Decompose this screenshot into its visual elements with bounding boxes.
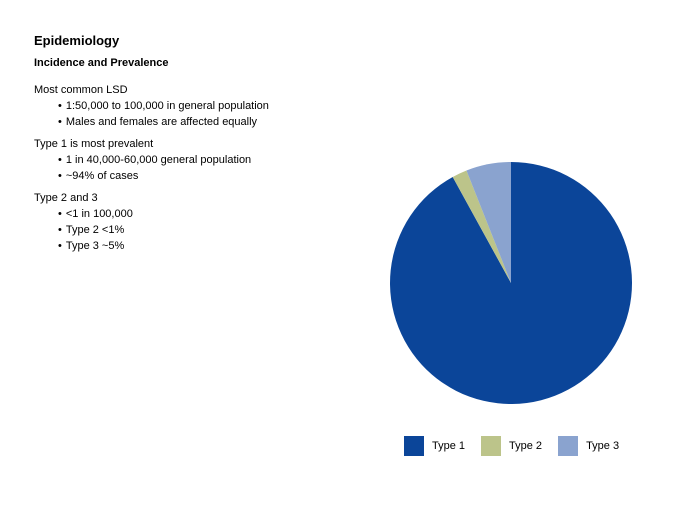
- legend-swatch: [481, 436, 502, 456]
- legend-label: Type 1: [432, 440, 466, 452]
- block-heading: Type 1 is most prevalent: [34, 138, 154, 150]
- legend-swatch: [404, 436, 424, 456]
- bullet-item: Type 2 <1%: [58, 222, 269, 238]
- block-heading: Most common LSD: [34, 84, 128, 96]
- bullet-item: <1 in 100,000: [58, 206, 269, 222]
- legend-item-type-1: Type 1: [404, 436, 465, 456]
- legend-swatch: [558, 436, 579, 456]
- bullet-list: 1 in 40,000-60,000 general population ~9…: [34, 152, 269, 184]
- legend-item-type-3: Type 3: [558, 436, 619, 456]
- legend-item-type-2: Type 2: [481, 436, 542, 456]
- bullet-list: <1 in 100,000 Type 2 <1% Type 3 ~5%: [34, 206, 269, 254]
- legend-label: Type 2: [509, 440, 543, 452]
- section-title: Incidence and Prevalence: [34, 57, 169, 69]
- block-heading: Type 2 and 3: [34, 192, 98, 204]
- bullet-item: ~94% of cases: [58, 168, 269, 184]
- bullet-item: 1 in 40,000-60,000 general population: [58, 152, 269, 168]
- bullet-list: 1:50,000 to 100,000 in general populatio…: [34, 98, 269, 130]
- text-blocks: Most common LSD 1:50,000 to 100,000 in g…: [34, 82, 269, 260]
- pie-slice-type-2: [452, 170, 511, 283]
- text-block: Type 2 and 3 <1 in 100,000 Type 2 <1% Ty…: [34, 190, 269, 254]
- chart-legend: Type 1 Type 2 Type 3: [404, 436, 635, 456]
- legend-label: Type 3: [586, 440, 620, 452]
- pie-slice-type-1: [390, 162, 633, 404]
- pie-slice-type-3: [466, 162, 511, 283]
- text-block: Most common LSD 1:50,000 to 100,000 in g…: [34, 82, 269, 130]
- bullet-item: Type 3 ~5%: [58, 238, 269, 254]
- bullet-item: 1:50,000 to 100,000 in general populatio…: [58, 98, 269, 114]
- bullet-item: Males and females are affected equally: [58, 114, 269, 130]
- page-title: Epidemiology: [34, 33, 120, 48]
- text-block: Type 1 is most prevalent 1 in 40,000-60,…: [34, 136, 269, 184]
- pie-chart: [390, 162, 633, 404]
